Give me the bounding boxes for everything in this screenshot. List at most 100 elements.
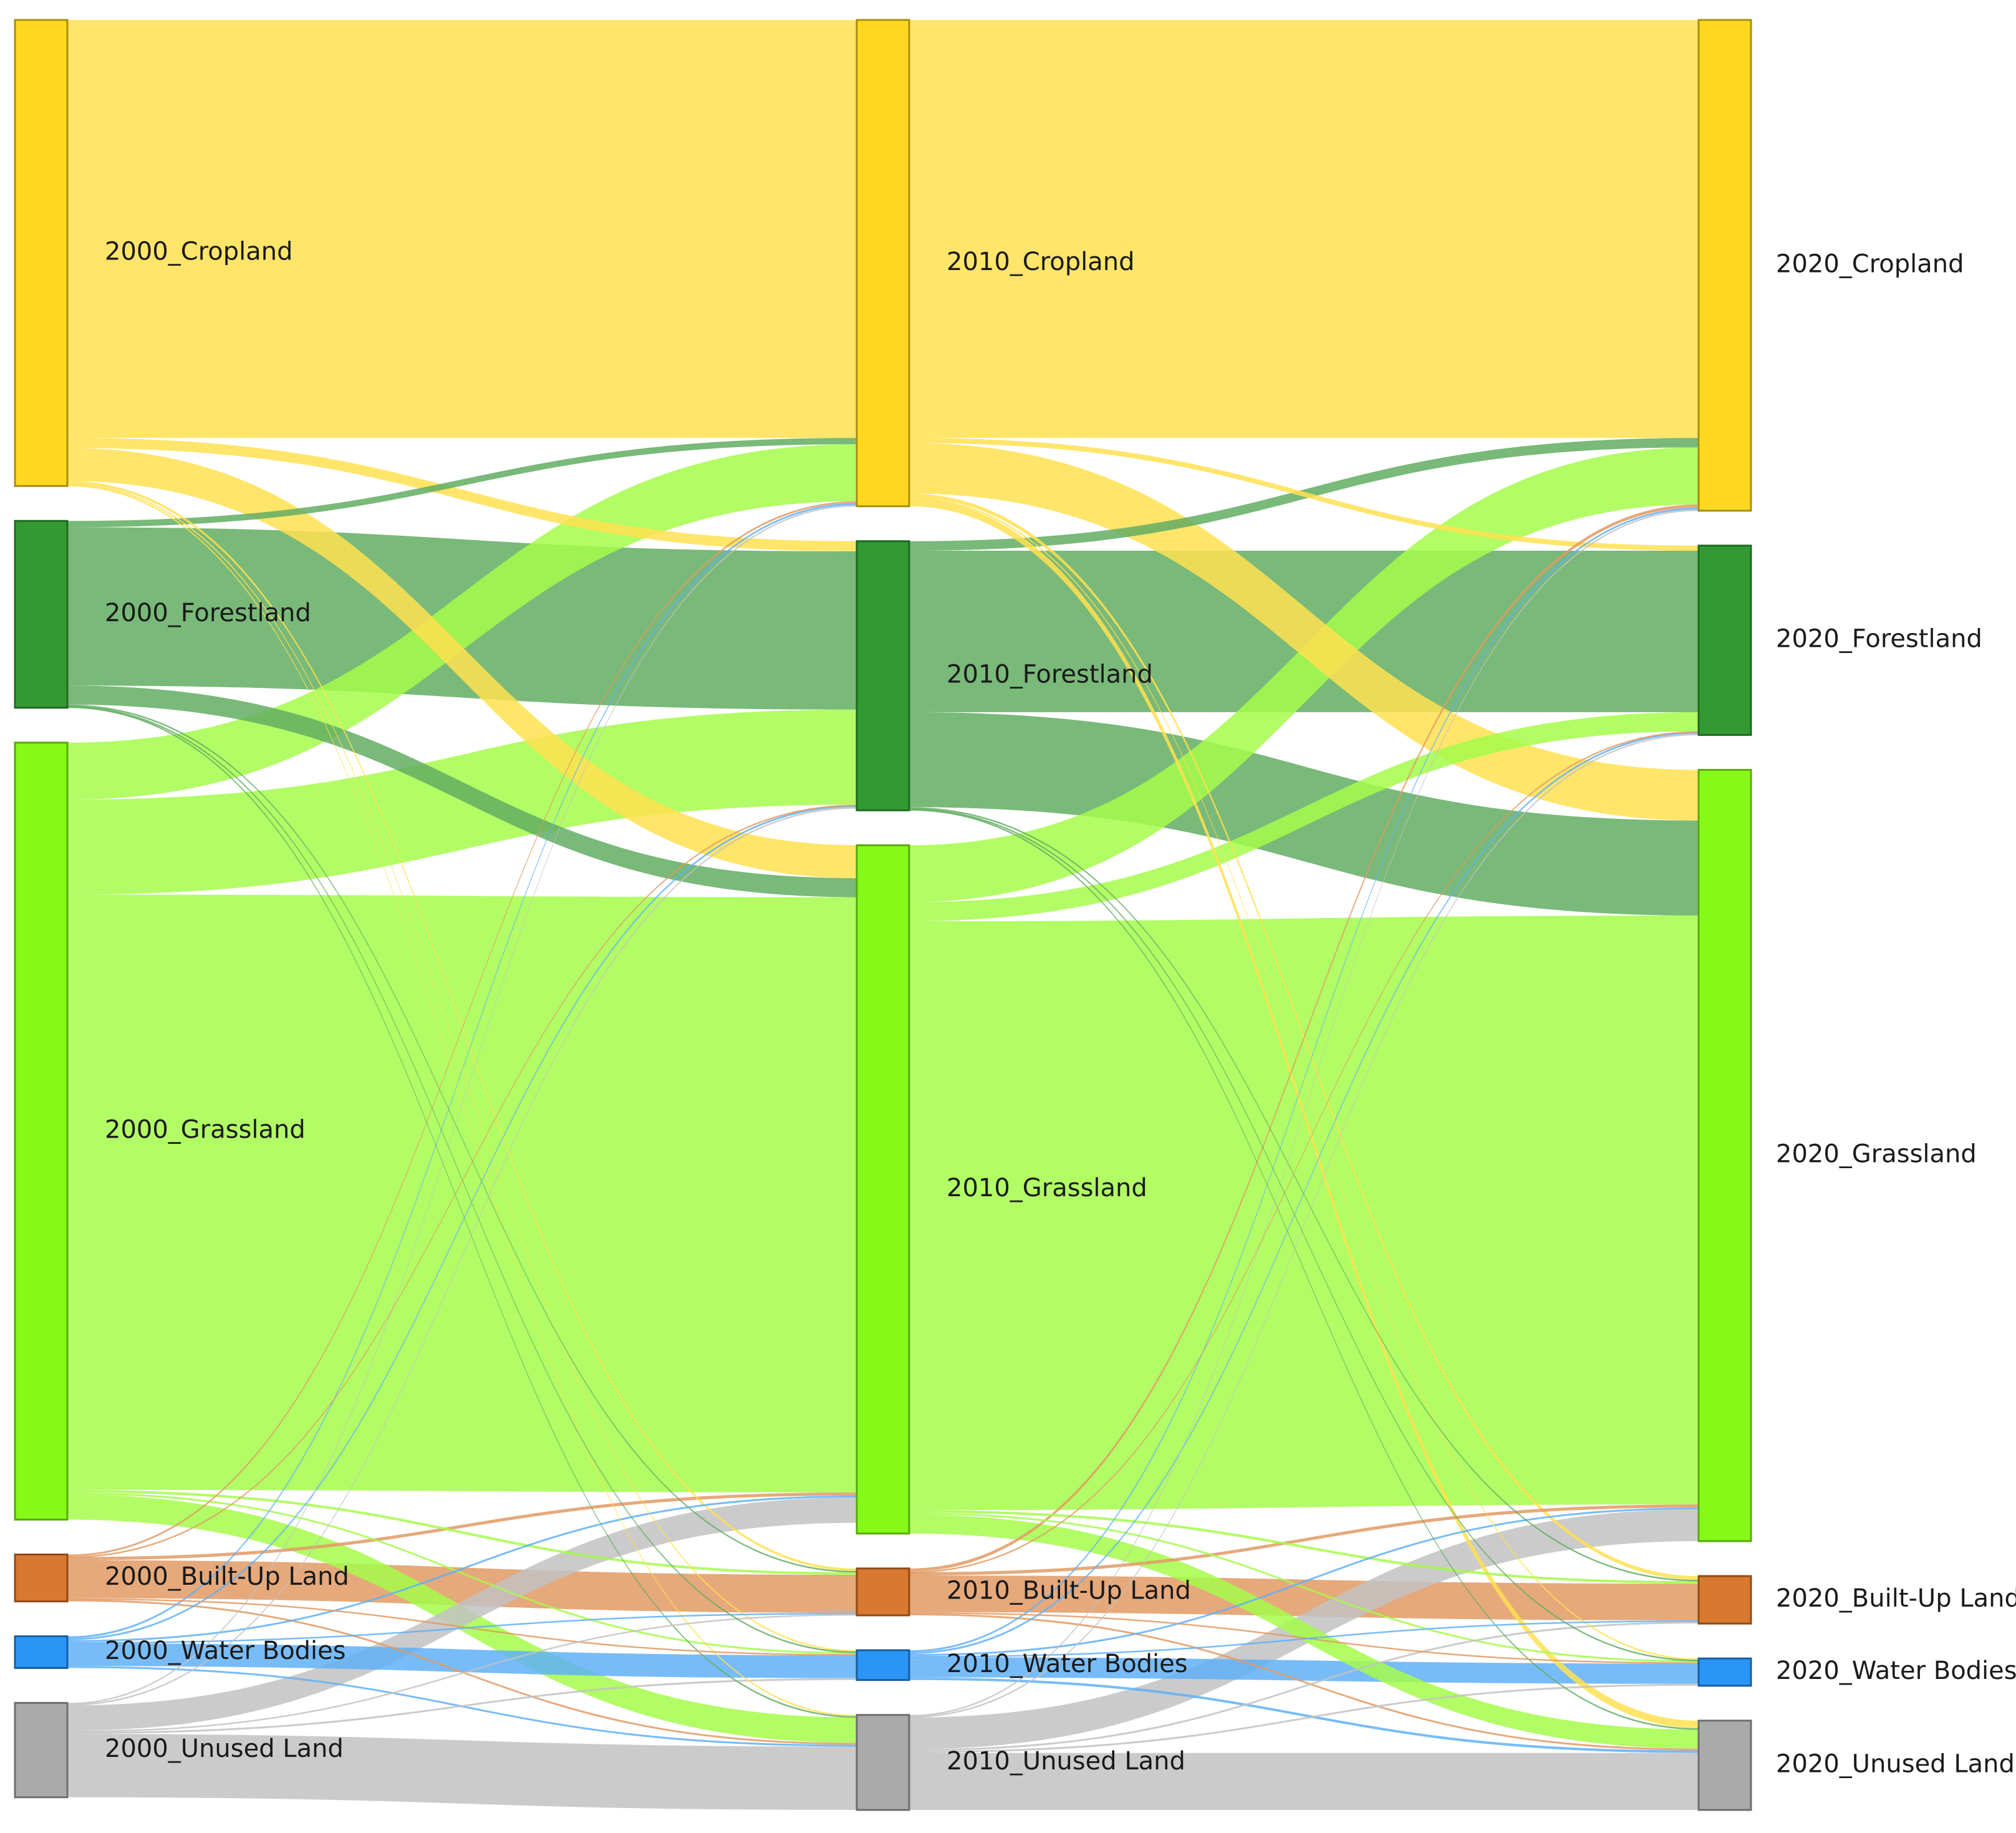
flow-link-c1_forest-to-c2_unused xyxy=(909,809,1699,1730)
flow-link-c1_grass-to-c2_water xyxy=(909,1512,1699,1663)
flow-link-c0_grass-to-c1_forest xyxy=(67,709,857,895)
flow-link-c0_cropland-to-c1_forest xyxy=(67,438,857,551)
node-label-c0_water: 2000_Water Bodies xyxy=(105,1637,346,1665)
node-label-c1_unused: 2010_Unused Land xyxy=(947,1747,1185,1776)
flow-link-c0_unused-to-c1_grass xyxy=(67,1497,857,1731)
flow-link-c0_water-to-c1_grass xyxy=(67,1495,857,1642)
flow-link-c0_forest-to-c1_water xyxy=(67,705,857,1653)
flow-link-c0_unused-to-c1_built xyxy=(67,1613,857,1733)
nodes-layer xyxy=(14,19,1752,1811)
node-label-c1_built: 2010_Built-Up Land xyxy=(947,1576,1191,1605)
flow-link-c1_built-to-c2_forest xyxy=(909,731,1699,1574)
flow-link-c0_unused-to-c1_unused xyxy=(67,1734,857,1810)
flow-link-c1_water-to-c2_grass xyxy=(909,1507,1699,1656)
node-c2_cropland xyxy=(1697,19,1752,512)
flow-link-c1_cropland-to-c2_grass xyxy=(909,443,1699,821)
node-c1_built xyxy=(856,1567,910,1617)
flow-link-c0_built-to-c1_water xyxy=(67,1598,857,1656)
flow-link-c0_grass-to-c1_water xyxy=(67,1492,857,1655)
flow-link-c0_water-to-c1_cropland xyxy=(67,503,857,1638)
flow-link-c1_grass-to-c2_grass xyxy=(909,915,1699,1511)
flow-link-c1_built-to-c2_water xyxy=(909,1612,1699,1664)
node-c0_built xyxy=(14,1554,69,1603)
flow-link-c1_grass-to-c2_cropland xyxy=(909,447,1699,902)
flow-link-c1_cropland-to-c2_water xyxy=(909,497,1699,1660)
flow-link-c1_unused-to-c2_forest xyxy=(909,733,1699,1718)
flow-link-c1_unused-to-c2_cropland xyxy=(909,509,1699,1717)
node-label-c1_grass: 2010_Grassland xyxy=(947,1174,1147,1202)
flow-link-c0_water-to-c1_forest xyxy=(67,805,857,1640)
flow-link-c0_unused-to-c1_water xyxy=(67,1678,857,1734)
node-label-c2_water: 2020_Water Bodies xyxy=(1776,1656,2016,1685)
flow-link-c1_unused-to-c2_water xyxy=(909,1683,1699,1753)
flow-link-c1_cropland-to-c2_forest xyxy=(909,438,1699,551)
node-c2_water xyxy=(1697,1657,1752,1687)
flow-link-c0_cropland-to-c1_built xyxy=(67,481,857,1571)
flow-link-c1_unused-to-c2_built xyxy=(909,1622,1699,1751)
node-c1_water xyxy=(856,1649,910,1681)
flow-link-c1_water-to-c2_cropland xyxy=(909,507,1699,1653)
flow-link-c0_cropland-to-c1_unused xyxy=(67,485,857,1717)
flow-link-c1_built-to-c2_grass xyxy=(909,1504,1699,1576)
flow-link-c1_grass-to-c2_built xyxy=(909,1510,1699,1584)
node-c2_built xyxy=(1697,1575,1752,1625)
node-label-c0_unused: 2000_Unused Land xyxy=(105,1734,344,1763)
node-c0_unused xyxy=(14,1701,69,1799)
flow-link-c0_water-to-c1_water xyxy=(67,1643,857,1678)
flow-link-c0_built-to-c1_built xyxy=(67,1560,857,1613)
node-c0_water xyxy=(14,1635,69,1669)
node-c1_unused xyxy=(856,1714,910,1811)
flow-link-c1_built-to-c2_built xyxy=(909,1575,1699,1621)
node-label-c1_water: 2010_Water Bodies xyxy=(947,1650,1188,1678)
flow-link-c1_water-to-c2_unused xyxy=(909,1677,1699,1753)
node-label-c1_cropland: 2010_Cropland xyxy=(947,248,1135,276)
node-label-c2_forest: 2020_Forestland xyxy=(1776,625,1982,654)
flow-link-c1_cropland-to-c2_cropland xyxy=(909,20,1699,438)
node-label-c0_forest: 2000_Forestland xyxy=(105,599,311,627)
flow-link-c0_grass-to-c1_cropland xyxy=(67,444,857,800)
flow-link-c0_built-to-c1_grass xyxy=(67,1492,857,1560)
flow-link-c0_grass-to-c1_built xyxy=(67,1489,857,1575)
node-c2_forest xyxy=(1697,544,1752,736)
flow-link-c0_unused-to-c1_cropland xyxy=(67,505,857,1705)
flow-link-c1_water-to-c2_water xyxy=(909,1657,1699,1684)
flow-link-c0_grass-to-c1_grass xyxy=(67,894,857,1492)
flow-link-c1_water-to-c2_forest xyxy=(909,732,1699,1655)
node-label-c2_unused: 2020_Unused Land xyxy=(1776,1749,2015,1778)
flow-link-c1_built-to-c2_cropland xyxy=(909,504,1699,1572)
flow-link-c0_water-to-c1_built xyxy=(67,1612,857,1644)
node-c1_cropland xyxy=(856,19,910,508)
node-label-c1_forest: 2010_Forestland xyxy=(947,660,1153,689)
flow-link-c0_built-to-c1_cropland xyxy=(67,501,857,1557)
links-layer xyxy=(67,20,1699,1810)
flow-link-c1_unused-to-c2_unused xyxy=(909,1753,1699,1810)
flow-link-c0_built-to-c1_forest xyxy=(67,805,857,1559)
flow-link-c0_forest-to-c1_cropland xyxy=(67,438,857,528)
node-c1_grass xyxy=(856,844,910,1535)
node-label-c0_cropland: 2000_Cropland xyxy=(105,238,293,266)
flow-link-c0_forest-to-c1_unused xyxy=(67,706,857,1718)
node-c1_forest xyxy=(856,540,910,811)
flow-link-c0_built-to-c1_unused xyxy=(67,1599,857,1745)
flow-link-c1_water-to-c2_built xyxy=(909,1620,1699,1658)
node-c0_grass xyxy=(14,742,69,1521)
flow-link-c1_built-to-c2_unused xyxy=(909,1613,1699,1751)
node-c2_unused xyxy=(1697,1719,1752,1811)
flow-link-c0_forest-to-c1_built xyxy=(67,704,857,1573)
flow-link-c0_cropland-to-c1_water xyxy=(67,483,857,1652)
node-c0_forest xyxy=(14,520,69,709)
flow-link-c0_cropland-to-c1_cropland xyxy=(67,20,857,438)
node-c0_cropland xyxy=(14,19,69,487)
node-label-c0_built: 2000_Built-Up Land xyxy=(105,1562,349,1591)
flow-link-c1_grass-to-c2_unused xyxy=(909,1514,1699,1749)
node-label-c2_cropland: 2020_Cropland xyxy=(1776,249,1964,278)
flow-link-c0_cropland-to-c1_grass xyxy=(67,448,857,879)
flow-link-c0_forest-to-c1_grass xyxy=(67,685,857,897)
node-label-c2_grass: 2020_Grassland xyxy=(1776,1140,1977,1169)
node-label-c2_built: 2020_Built-Up Land xyxy=(1776,1584,2016,1613)
labels-layer: 2000_Cropland 2000_Forestland 2000_Grassla… xyxy=(105,238,2016,1779)
flow-link-c0_unused-to-c1_forest xyxy=(67,807,857,1706)
flow-link-c1_forest-to-c2_built xyxy=(909,807,1699,1582)
node-c2_grass xyxy=(1697,768,1752,1542)
